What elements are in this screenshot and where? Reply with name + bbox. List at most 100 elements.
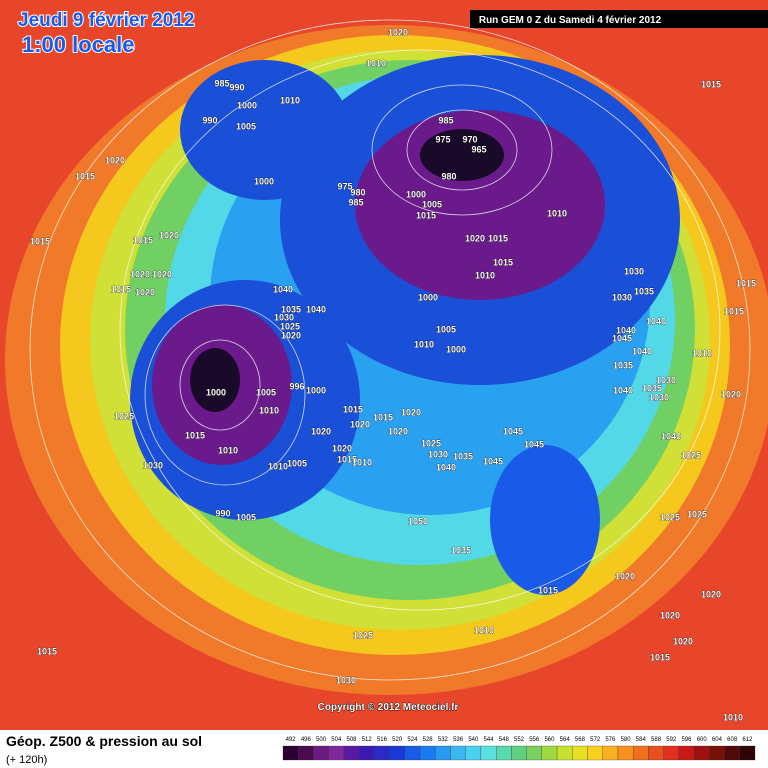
isobar-label: 1040 — [436, 462, 456, 472]
legend-swatch — [511, 745, 527, 761]
isobar-label: 1030 — [274, 312, 294, 322]
isobar-label: 990 — [202, 115, 217, 125]
zone — [490, 445, 600, 595]
legend-label: 540 — [468, 737, 479, 743]
isobar-label: 1050 — [408, 516, 428, 526]
isobar-label: 1020 — [660, 610, 680, 620]
isobar-label: 1010 — [474, 625, 494, 635]
isobar-label: 1000 — [306, 385, 326, 395]
legend-label: 612 — [742, 737, 753, 743]
legend-swatch — [617, 745, 634, 761]
isobar-label: 1040 — [306, 304, 326, 314]
legend-swatch — [313, 745, 329, 761]
isobar-label: 1015 — [493, 257, 513, 267]
isobar-label: 1045 — [483, 456, 503, 466]
isobar-label: 985 — [348, 197, 363, 207]
isobar-label: 1010 — [268, 461, 288, 471]
isobar-label: 1010 — [547, 208, 567, 218]
isobar-label: 990 — [229, 82, 244, 92]
legend-swatch — [663, 745, 680, 761]
copyright: Copyright © 2012 Meteociel.fr — [318, 702, 459, 713]
legend-label: 520 — [392, 737, 403, 743]
legend-label: 592 — [666, 737, 677, 743]
legend-label: 496 — [301, 737, 312, 743]
isobar-label: 1015 — [650, 652, 670, 662]
legend-swatch — [374, 745, 390, 761]
isobar-label: 975 — [435, 134, 450, 144]
isobar-label: 1010 — [352, 457, 372, 467]
isobar-label: 1005 — [256, 387, 276, 397]
isobar-label: 1005 — [287, 458, 307, 468]
isobar-label: 1005 — [436, 324, 456, 334]
isobar-label: 1015 — [488, 233, 508, 243]
isobar-label: 1025 — [280, 321, 300, 331]
legend-label: 516 — [377, 737, 388, 743]
isobar-label: 1000 — [237, 100, 257, 110]
legend-label: 504 — [331, 737, 342, 743]
isobar-label: 1010 — [723, 712, 743, 722]
legend-label: 572 — [590, 737, 601, 743]
isobar-label: 1010 — [475, 270, 495, 280]
isobar-label: 975 — [337, 181, 352, 191]
isobar-label: 1005 — [422, 199, 442, 209]
isobar-label: 1025 — [681, 450, 701, 460]
legend-label: 604 — [712, 737, 723, 743]
isobar-label: 985 — [214, 78, 229, 88]
isobar-label: 1040 — [632, 346, 652, 356]
isobar-label: 1035 — [451, 545, 471, 555]
isobar-label: 980 — [350, 187, 365, 197]
legend-label: 568 — [575, 737, 586, 743]
isobar-label: 980 — [441, 171, 456, 181]
legend-swatch — [419, 745, 436, 761]
isobar-label: 1020 — [311, 426, 331, 436]
isobar-label: 1040 — [646, 316, 666, 326]
legend-label: 556 — [529, 737, 540, 743]
legend-label: 588 — [651, 737, 662, 743]
isobar-label: 1030 — [336, 675, 356, 685]
isobar-label: 1015 — [185, 430, 205, 440]
isobar-label: 1045 — [524, 439, 544, 449]
legend-label: 600 — [697, 737, 708, 743]
isobar-label: 1030 — [656, 375, 676, 385]
legend-swatch — [282, 745, 299, 761]
legend-swatch — [678, 745, 695, 761]
isobar-label: 1010 — [259, 405, 279, 415]
isobar-label: 1020 — [401, 407, 421, 417]
isobar-label: 1035 — [281, 304, 301, 314]
isobar-label: 965 — [471, 144, 486, 154]
isobar-label: 970 — [462, 134, 477, 144]
legend-swatch — [648, 745, 664, 761]
isobar-label: 1015 — [337, 454, 357, 464]
legend-swatch — [739, 745, 756, 761]
legend-swatch — [709, 745, 725, 761]
isobar-label: 1030 — [612, 292, 632, 302]
legend-swatch — [298, 745, 314, 761]
legend-swatch — [389, 745, 405, 761]
legend-label: 548 — [499, 737, 510, 743]
legend-label: 580 — [621, 737, 632, 743]
isobar-label: 1035 — [453, 451, 473, 461]
isobar-label: 1020 — [673, 636, 693, 646]
legend-label: 508 — [347, 737, 358, 743]
isobar-label: 1040 — [613, 385, 633, 395]
footer-title: Géop. Z500 & pression au sol — [6, 733, 202, 749]
isobar-label: 1020 — [130, 269, 150, 279]
legend-swatch — [480, 745, 497, 761]
legend-label: 544 — [484, 737, 495, 743]
legend-label: 552 — [514, 737, 525, 743]
isobar-label: 1025 — [353, 630, 373, 640]
isobar-label: 985 — [438, 115, 453, 125]
legend-label: 532 — [438, 737, 449, 743]
isobar-label: 1020 — [159, 230, 179, 240]
legend-label: 500 — [316, 737, 327, 743]
legend-label: 560 — [544, 737, 555, 743]
isobar-label: 1040 — [273, 284, 293, 294]
isobar-label: 1040 — [661, 431, 681, 441]
zone — [190, 348, 240, 412]
legend-swatch — [602, 745, 619, 761]
legend-swatch — [633, 745, 649, 761]
map — [0, 0, 768, 730]
isobar-label: 1010 — [414, 339, 434, 349]
legend-label: 584 — [636, 737, 647, 743]
